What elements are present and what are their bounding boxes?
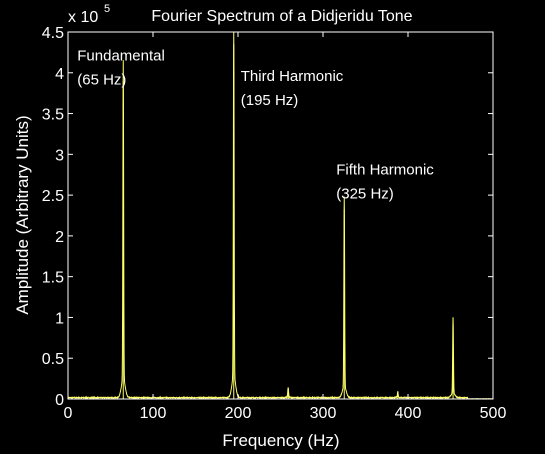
x-tick-label: 100 xyxy=(140,405,167,422)
y-tick-label: 4.5 xyxy=(42,25,64,42)
y-tick-label: 4 xyxy=(55,66,64,83)
chart-title: Fourier Spectrum of a Didjeridu Tone xyxy=(151,8,412,25)
annotation-label: Fifth Harmonic xyxy=(336,162,434,179)
x-axis-label: Frequency (Hz) xyxy=(222,431,339,450)
y-tick-label: 1.5 xyxy=(42,270,64,287)
x-tick-label: 200 xyxy=(225,405,252,422)
annotation-label: Third Harmonic xyxy=(241,68,344,85)
annotation-label: Fundamental xyxy=(77,48,165,65)
plot-area xyxy=(68,32,493,399)
x-tick-label: 500 xyxy=(480,405,507,422)
x-tick-label: 400 xyxy=(395,405,422,422)
plot-background xyxy=(68,32,493,399)
y-tick-label: 1 xyxy=(55,310,64,327)
x-tick-label: 300 xyxy=(310,405,337,422)
y-multiplier-label: x 10 xyxy=(68,9,98,26)
annotation-label: (195 Hz) xyxy=(241,92,299,109)
y-axis-label: Amplitude (Arbitrary Units) xyxy=(13,115,32,314)
labels-layer: Fourier Spectrum of a Didjeridu Tone x 1… xyxy=(13,3,413,450)
series-layer xyxy=(67,31,494,400)
annotation-layer: Fundamental (65 Hz) Third Harmonic (195 Hz)… xyxy=(77,48,434,203)
y-tick-label: 2.5 xyxy=(42,188,64,205)
ticks-layer: 0 100 200 300 400 500 0 0.5 1 1.5 2 2.5 3 3.5 4 4.5 xyxy=(42,25,507,422)
spectrum-line xyxy=(67,31,494,400)
y-tick-label: 2 xyxy=(55,229,64,246)
annotation-label: (65 Hz) xyxy=(77,72,126,89)
axes-layer xyxy=(67,31,494,400)
y-multiplier-exponent: 5 xyxy=(104,3,110,15)
x-tick-label: 0 xyxy=(64,405,73,422)
axes-box xyxy=(67,31,494,400)
y-tick-label: 0 xyxy=(55,392,64,409)
y-tick-label: 3.5 xyxy=(42,107,64,124)
y-tick-label: 0.5 xyxy=(42,351,64,368)
annotation-label: (325 Hz) xyxy=(336,186,394,203)
y-tick-label: 3 xyxy=(55,147,64,164)
